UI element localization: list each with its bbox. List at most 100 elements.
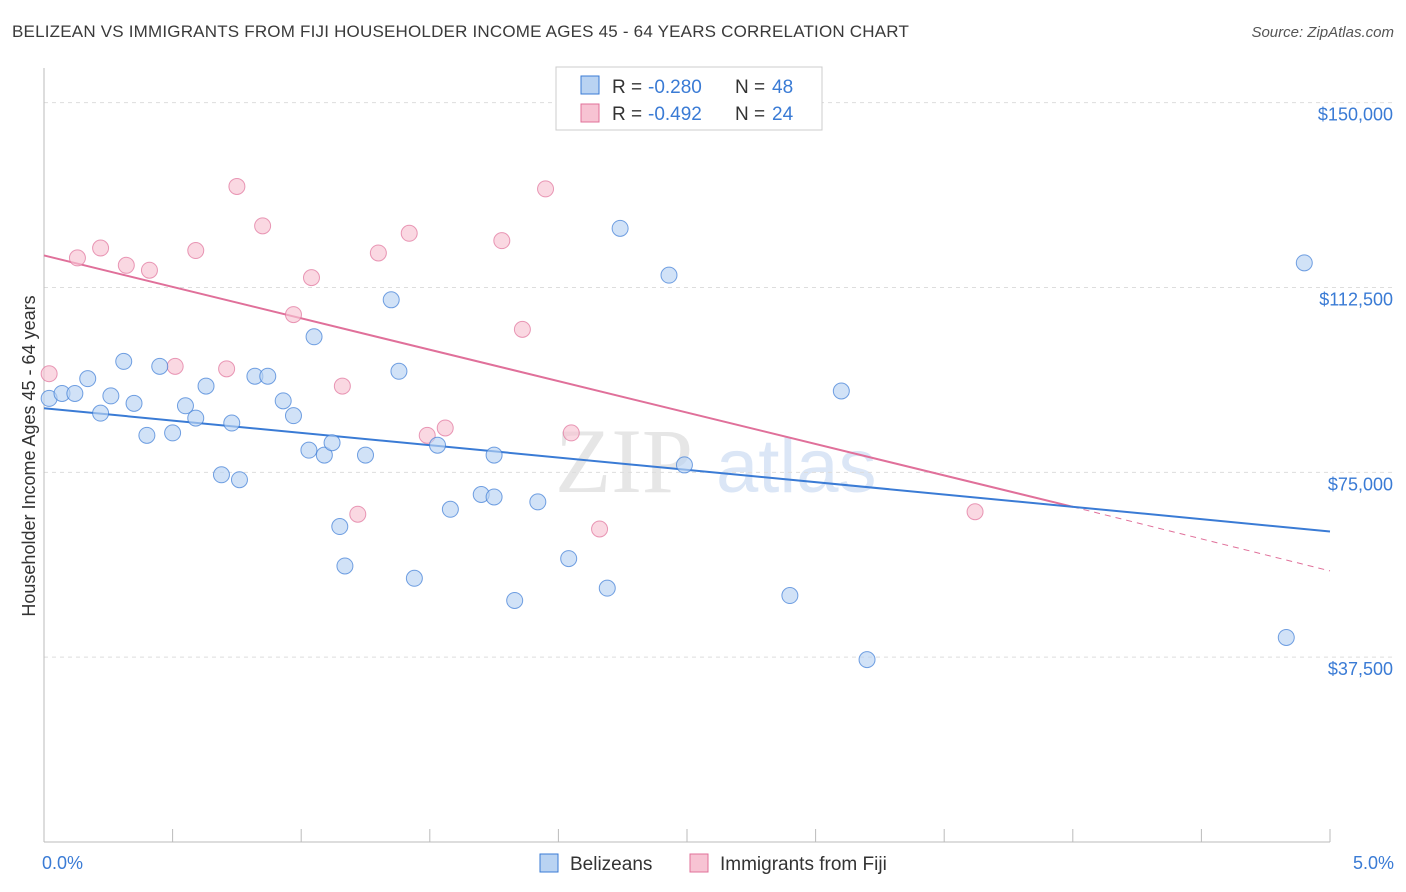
point-fiji	[117, 256, 135, 274]
point-belizean	[151, 357, 169, 375]
point-belizean	[660, 266, 678, 284]
point-belizean	[858, 651, 876, 669]
legend-n-label-1: N =	[735, 77, 765, 98]
point-belizean	[230, 471, 248, 489]
point-belizean	[187, 409, 205, 427]
point-fiji	[349, 505, 367, 523]
point-fiji	[369, 244, 387, 262]
point-belizean	[1295, 254, 1313, 272]
y-tick-label: $150,000	[1318, 105, 1393, 125]
point-belizean	[382, 291, 400, 309]
point-belizean	[485, 446, 503, 464]
legend-n-value-2: 24	[772, 104, 794, 125]
point-fiji	[40, 365, 58, 383]
point-belizean	[79, 370, 97, 388]
point-belizean	[197, 377, 215, 395]
legend-n-value-1: 48	[772, 77, 793, 98]
point-belizean	[315, 446, 333, 464]
trend-line-fiji	[43, 254, 1074, 508]
point-fiji	[513, 320, 531, 338]
point-fiji	[68, 249, 86, 267]
y-tick-label: $37,500	[1328, 659, 1393, 679]
point-belizean	[212, 466, 230, 484]
point-belizean	[832, 382, 850, 400]
point-fiji	[228, 177, 246, 195]
point-fiji	[537, 180, 555, 198]
bottom-swatch-fiji	[689, 853, 709, 873]
point-belizean	[441, 500, 459, 518]
point-fiji	[333, 377, 351, 395]
point-fiji	[92, 239, 110, 257]
point-fiji	[562, 424, 580, 442]
y-axis-title: Householder Income Ages 45 - 64 years	[19, 295, 39, 616]
x-tick-label-min: 0.0%	[42, 853, 83, 873]
y-tick-labels: $37,500 $75,000 $112,500 $150,000	[1318, 105, 1393, 680]
point-belizean	[305, 328, 323, 346]
legend-r-value-2: -0.492	[648, 104, 702, 125]
point-belizean	[529, 493, 547, 511]
point-belizean	[357, 446, 374, 464]
legend-n-label-2: N =	[735, 104, 765, 125]
point-belizean	[223, 414, 241, 432]
legend-swatch-fiji	[580, 103, 600, 123]
source-credit: Source: ZipAtlas.com	[1251, 24, 1394, 41]
point-fiji	[187, 242, 205, 260]
legend-r-label-2: R =	[612, 104, 642, 125]
point-belizean	[323, 434, 341, 452]
bottom-legend-belizeans: Belizeans	[570, 854, 652, 875]
point-fiji	[140, 261, 158, 279]
gridlines	[44, 102, 1396, 658]
y-tick-label: $112,500	[1319, 289, 1393, 309]
point-belizean	[405, 569, 423, 587]
point-fiji	[493, 232, 511, 250]
legend-swatch-belizeans	[580, 75, 600, 95]
x-tick-label-max: 5.0%	[1353, 853, 1394, 873]
trend-lines	[43, 254, 1331, 572]
point-fiji	[436, 419, 454, 437]
point-belizean	[176, 397, 194, 415]
point-belizean	[781, 587, 799, 605]
chart-title: BELIZEAN VS IMMIGRANTS FROM FIJI HOUSEHO…	[12, 22, 910, 41]
point-belizean	[485, 488, 503, 506]
point-belizean	[274, 392, 292, 410]
point-belizean	[598, 579, 616, 597]
axes	[43, 68, 1331, 843]
legend-bottom: Belizeans Immigrants from Fiji	[539, 853, 887, 875]
y-tick-label: $75,000	[1328, 474, 1393, 494]
bottom-legend-fiji: Immigrants from Fiji	[720, 854, 887, 875]
watermark-zip: ZIP	[555, 410, 693, 512]
point-belizean	[390, 362, 408, 380]
point-belizean	[284, 407, 302, 425]
point-belizean	[560, 550, 578, 568]
data-points	[40, 177, 1313, 669]
point-fiji	[166, 357, 184, 375]
point-fiji	[400, 224, 418, 242]
point-belizean	[331, 518, 349, 536]
bottom-swatch-belizeans	[539, 853, 559, 873]
point-belizean	[429, 436, 447, 454]
point-fiji	[418, 426, 436, 444]
point-belizean	[66, 384, 84, 402]
point-belizean	[102, 387, 120, 405]
point-belizean	[164, 424, 182, 442]
legend-r-value-1: -0.280	[648, 77, 702, 98]
point-fiji	[302, 269, 320, 287]
point-belizean	[259, 367, 277, 385]
point-belizean	[675, 456, 693, 474]
point-belizean	[138, 426, 156, 444]
legend-r-label-1: R =	[612, 77, 642, 98]
legend-top: R = -0.280 N = 48 R = -0.492 N = 24	[555, 66, 823, 131]
point-belizean	[506, 591, 524, 609]
point-belizean	[336, 557, 354, 575]
trend-line-fiji-extension	[1072, 506, 1331, 572]
point-belizean	[92, 404, 110, 422]
point-belizean	[1277, 628, 1295, 646]
point-belizean	[300, 441, 318, 459]
point-belizean	[115, 352, 133, 370]
point-fiji	[966, 503, 984, 521]
point-fiji	[591, 520, 609, 538]
point-belizean	[611, 219, 629, 237]
point-fiji	[254, 217, 272, 235]
point-fiji	[284, 306, 302, 324]
